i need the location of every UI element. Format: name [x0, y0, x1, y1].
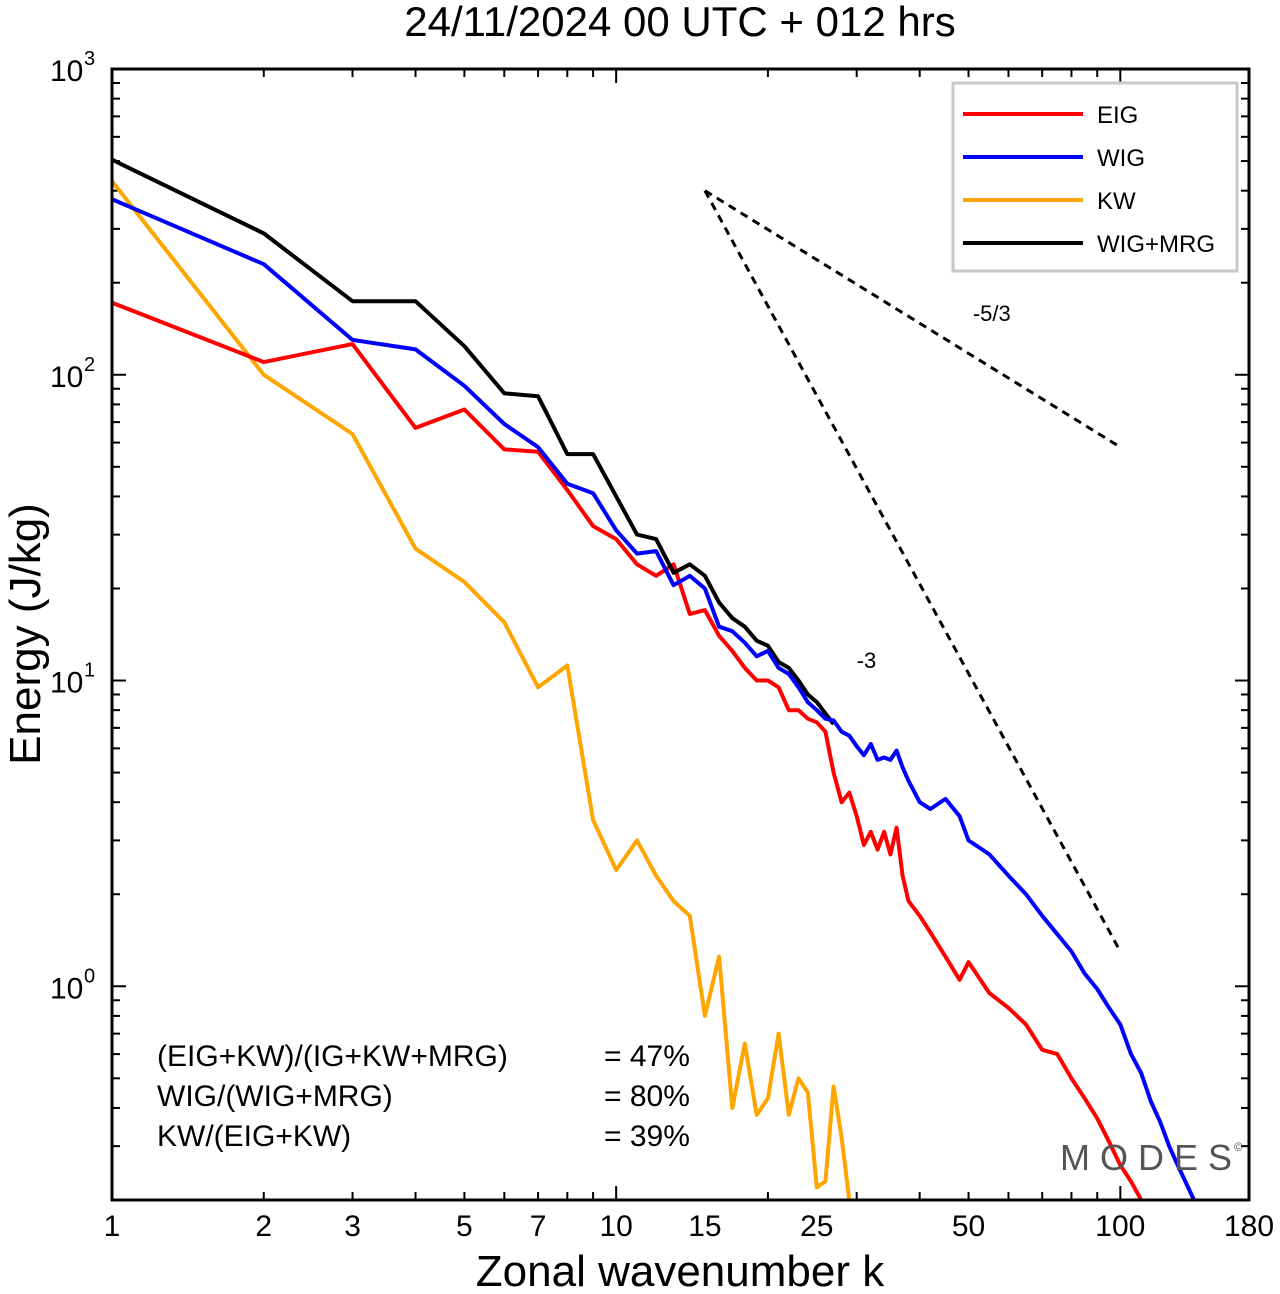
ratio-value: = 39%	[604, 1120, 690, 1153]
series-line-kw	[112, 179, 852, 1200]
y-tick-base: 10	[50, 55, 83, 88]
series-line-wig	[112, 197, 1196, 1200]
y-tick-base: 10	[50, 361, 83, 394]
ratio-annotations: (EIG+KW)/(IG+KW+MRG) = 47% WIG/(WIG+MRG) = …	[157, 1040, 690, 1153]
y-tick-exponent: 3	[84, 48, 95, 70]
ratio-label: KW/(EIG+KW)	[157, 1120, 351, 1153]
y-tick-exponent: 0	[84, 965, 95, 987]
modes-logo: MODES ©	[1060, 1137, 1243, 1178]
reference-line-label: -5/3	[973, 301, 1011, 326]
ratio-value: = 47%	[604, 1040, 690, 1073]
series-line-eig	[112, 300, 1143, 1200]
y-axis-label: Energy (J/kg)	[1, 503, 50, 765]
x-tick-labels: 1 2 3 5 7 10 15 25 50 100 180	[104, 1210, 1274, 1243]
reference-line-minus-3	[703, 189, 1122, 953]
ratio-label: (EIG+KW)/(IG+KW+MRG)	[157, 1040, 508, 1073]
x-tick-label: 1	[104, 1210, 121, 1243]
y-tick-label: 10 0	[50, 965, 95, 1005]
reference-slope-lines	[703, 189, 1122, 953]
legend-label: EIG	[1097, 102, 1138, 129]
x-tick-label: 2	[255, 1210, 272, 1243]
legend-label: KW	[1097, 188, 1136, 215]
x-tick-label: 5	[456, 1210, 473, 1243]
reference-line-minus-5-3	[704, 189, 1122, 449]
x-tick-label: 15	[688, 1210, 721, 1243]
y-tick-base: 10	[50, 667, 83, 700]
ratio-label: WIG/(WIG+MRG)	[157, 1080, 393, 1113]
y-tick-label: 10 3	[50, 48, 95, 88]
y-tick-exponent: 2	[84, 354, 95, 376]
x-tick-label: 25	[800, 1210, 833, 1243]
legend-label: WIG	[1097, 145, 1145, 172]
x-tick-label: 3	[344, 1210, 361, 1243]
legend-label: WIG+MRG	[1097, 231, 1215, 258]
x-tick-label: 7	[530, 1210, 547, 1243]
ratio-value: = 80%	[604, 1080, 690, 1113]
plot-frame	[110, 67, 1251, 1202]
y-tick-exponent: 1	[84, 660, 95, 682]
x-tick-label: 180	[1224, 1210, 1274, 1243]
logo-text: MODES	[1060, 1137, 1242, 1178]
y-tick-base: 10	[50, 972, 83, 1005]
reference-line-label: -3	[857, 648, 877, 673]
x-tick-label: 50	[952, 1210, 985, 1243]
chart-title: 24/11/2024 00 UTC + 012 hrs	[404, 0, 955, 45]
data-series	[112, 157, 1196, 1200]
legend: EIG WIG KW WIG+MRG	[951, 81, 1239, 273]
x-axis-label: Zonal wavenumber k	[476, 1247, 885, 1294]
y-tick-label: 10 1	[50, 660, 95, 700]
copyright-mark: ©	[1234, 1140, 1243, 1154]
x-tick-label: 10	[599, 1210, 632, 1243]
x-tick-label: 100	[1095, 1210, 1145, 1243]
y-tick-label: 10 2	[50, 354, 95, 394]
series-line-wig-plus-mrg	[112, 157, 836, 726]
